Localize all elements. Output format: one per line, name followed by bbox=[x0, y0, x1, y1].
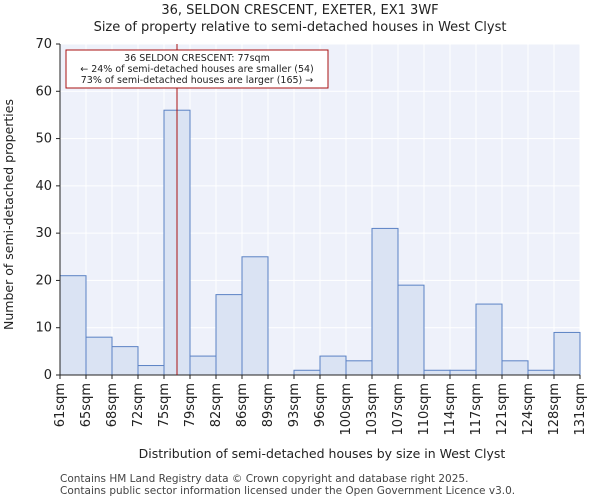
bar-121sqm bbox=[501, 360, 529, 376]
x-tick-label: 103sqm bbox=[365, 383, 380, 436]
bar-65sqm bbox=[85, 336, 113, 376]
bar-86sqm bbox=[241, 256, 269, 376]
chart-title-address: 36, SELDON CRESCENT, EXETER, EX1 3WF bbox=[161, 3, 439, 18]
x-tick-label: 93sqm bbox=[287, 383, 302, 427]
bar-114sqm bbox=[449, 369, 477, 376]
x-tick-label: 131sqm bbox=[573, 383, 588, 436]
x-tick-label: 96sqm bbox=[313, 383, 328, 427]
annotation-line-1: 36 SELDON CRESCENT: 77sqm bbox=[124, 53, 270, 64]
x-tick-label: 75sqm bbox=[157, 383, 172, 427]
y-tick-label: 0 bbox=[44, 368, 52, 383]
bar-124sqm bbox=[527, 369, 555, 376]
y-axis-label: Number of semi-detached properties bbox=[1, 99, 16, 330]
x-tick-label: 121sqm bbox=[495, 383, 510, 436]
bar-61sqm bbox=[59, 275, 87, 376]
bar-128sqm bbox=[553, 331, 581, 376]
y-tick-label: 40 bbox=[35, 179, 52, 194]
bar-110sqm bbox=[423, 369, 451, 376]
annotation-line-2: ← 24% of semi-detached houses are smalle… bbox=[80, 64, 314, 75]
bar-93sqm bbox=[293, 369, 321, 376]
y-tick-label: 30 bbox=[35, 226, 52, 241]
y-tick-label: 60 bbox=[35, 84, 52, 99]
x-tick-label: 68sqm bbox=[105, 383, 120, 427]
x-tick-label: 100sqm bbox=[339, 383, 354, 436]
bar-103sqm bbox=[371, 227, 399, 376]
x-tick-label: 110sqm bbox=[417, 383, 432, 436]
x-tick-label: 107sqm bbox=[391, 383, 406, 436]
y-tick-label: 50 bbox=[35, 132, 52, 147]
x-tick-label: 114sqm bbox=[443, 383, 458, 436]
x-tick-label: 89sqm bbox=[261, 383, 276, 427]
x-tick-label: 117sqm bbox=[469, 383, 484, 436]
y-tick-label: 20 bbox=[35, 273, 52, 288]
annotation-box bbox=[65, 49, 329, 89]
x-tick-label: 65sqm bbox=[79, 383, 94, 427]
x-tick-label: 72sqm bbox=[131, 383, 146, 427]
y-tick-label: 70 bbox=[35, 37, 52, 52]
bar-117sqm bbox=[475, 303, 503, 376]
footer-copyright: Contains HM Land Registry data © Crown c… bbox=[60, 473, 469, 485]
annotation-line-3: 73% of semi-detached houses are larger (… bbox=[81, 75, 314, 86]
x-tick-label: 61sqm bbox=[53, 383, 68, 427]
x-tick-label: 124sqm bbox=[521, 383, 536, 436]
x-tick-label: 86sqm bbox=[235, 383, 250, 427]
y-tick-label: 10 bbox=[35, 321, 52, 336]
bar-96sqm bbox=[319, 355, 347, 376]
bar-107sqm bbox=[397, 284, 425, 376]
bar-100sqm bbox=[345, 360, 373, 376]
x-tick-label: 79sqm bbox=[183, 383, 198, 427]
x-tick-label: 128sqm bbox=[547, 383, 562, 436]
bar-79sqm bbox=[189, 355, 217, 376]
chart-title: Size of property relative to semi-detach… bbox=[93, 20, 507, 35]
bar-82sqm bbox=[215, 294, 243, 376]
footer-licence: Contains public sector information licen… bbox=[60, 485, 516, 497]
x-tick-label: 82sqm bbox=[209, 383, 224, 427]
bar-68sqm bbox=[111, 346, 139, 376]
bar-72sqm bbox=[137, 365, 165, 376]
bar-chart: 0 10 20 30 40 50 60 70 61sqm 65sqm 68sqm 72sqm 75sqm… bbox=[1, 37, 588, 461]
x-axis-label: Distribution of semi-detached houses by … bbox=[139, 446, 506, 461]
